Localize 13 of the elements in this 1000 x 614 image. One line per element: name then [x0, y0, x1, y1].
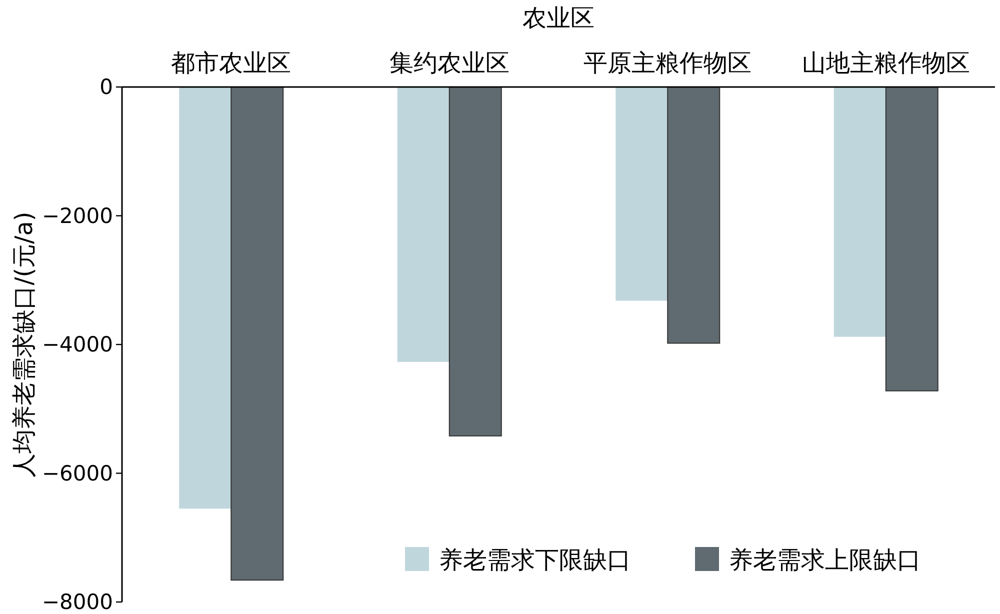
x-tick-label: 山地主粮作物区	[802, 49, 970, 77]
legend-label: 养老需求下限缺口	[439, 546, 631, 574]
x-axis-title: 农业区	[522, 4, 594, 32]
y-axis-title: 人均养老需求缺口/(元/a)	[10, 212, 38, 478]
y-tick-label: 0	[100, 75, 113, 99]
y-tick-label: −6000	[42, 461, 113, 486]
x-tick-label: 集约农业区	[389, 49, 510, 77]
x-tick-label: 都市农业区	[171, 49, 292, 77]
x-tick-label: 平原主粮作物区	[584, 49, 752, 77]
legend-label: 养老需求上限缺口	[729, 546, 921, 574]
y-tick-label: −4000	[42, 332, 113, 356]
y-tick-label: −2000	[42, 204, 113, 228]
y-tick-label: −8000	[42, 590, 113, 614]
